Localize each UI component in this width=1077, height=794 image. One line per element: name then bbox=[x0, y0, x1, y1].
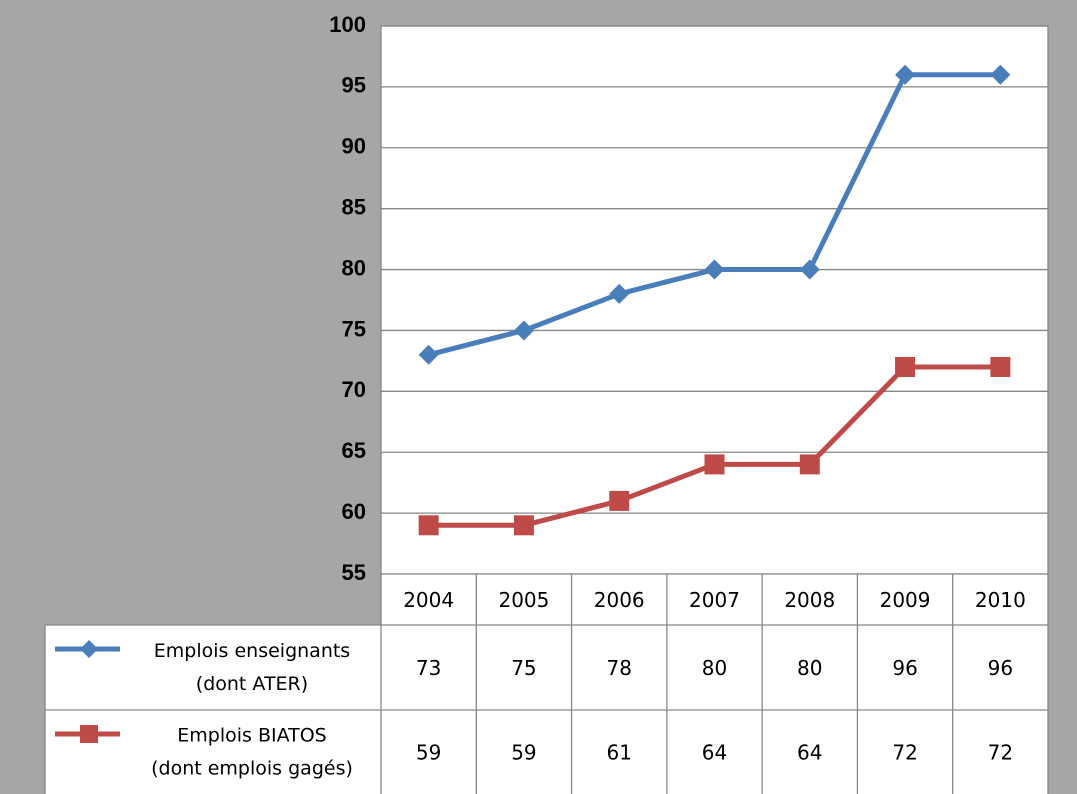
legend-label: (dont emplois gagés) bbox=[151, 758, 353, 780]
data-point bbox=[418, 344, 439, 365]
y-tick-label: 75 bbox=[342, 316, 366, 341]
data-table-background bbox=[381, 574, 1048, 794]
y-tick-label: 100 bbox=[329, 12, 366, 37]
data-point bbox=[895, 64, 916, 85]
data-point bbox=[609, 490, 630, 511]
data-point bbox=[513, 515, 534, 536]
y-tick-label: 85 bbox=[342, 194, 366, 219]
y-tick-label: 55 bbox=[342, 560, 366, 585]
data-table-value: 80 bbox=[797, 656, 822, 680]
data-table-value: 64 bbox=[797, 741, 822, 765]
x-tick-label: 2009 bbox=[880, 588, 931, 612]
data-point bbox=[895, 356, 916, 377]
y-tick-label: 60 bbox=[342, 499, 366, 524]
data-table-value: 61 bbox=[606, 741, 631, 765]
y-tick-label: 90 bbox=[342, 134, 366, 159]
legend-label: (dont ATER) bbox=[196, 673, 308, 695]
plot-area bbox=[381, 26, 1048, 574]
data-table-value: 72 bbox=[892, 741, 917, 765]
data-point bbox=[990, 356, 1011, 377]
data-table-value: 72 bbox=[988, 741, 1013, 765]
x-tick-label: 2006 bbox=[594, 588, 645, 612]
data-table-value: 96 bbox=[892, 656, 917, 680]
data-table-value: 96 bbox=[988, 656, 1013, 680]
y-tick-label: 70 bbox=[342, 377, 366, 402]
y-axis-tick-labels: 55 60 65 70 75 80 85 90 95 100 bbox=[329, 12, 366, 585]
x-tick-label: 2005 bbox=[498, 588, 549, 612]
data-point bbox=[513, 320, 534, 341]
data-table-value: 59 bbox=[511, 741, 536, 765]
legend-label: Emplois enseignants bbox=[154, 640, 350, 662]
data-point bbox=[799, 259, 820, 280]
data-table-value: 73 bbox=[416, 656, 441, 680]
data-table: 2004 2005 2006 2007 2008 2009 2010 Emplois ense… bbox=[44, 573, 1049, 794]
data-point bbox=[704, 454, 725, 475]
data-point bbox=[704, 259, 725, 280]
x-tick-label: 2004 bbox=[403, 588, 454, 612]
data-point bbox=[990, 64, 1011, 85]
y-tick-label: 95 bbox=[342, 73, 366, 98]
data-table-value: 75 bbox=[511, 656, 536, 680]
data-point bbox=[609, 283, 630, 304]
data-table-value: 59 bbox=[416, 741, 441, 765]
data-table-value: 78 bbox=[606, 656, 631, 680]
data-point bbox=[418, 515, 439, 536]
x-tick-label: 2008 bbox=[784, 588, 835, 612]
x-tick-label: 2007 bbox=[689, 588, 740, 612]
data-table-value: 80 bbox=[702, 656, 727, 680]
y-tick-label: 65 bbox=[342, 438, 366, 463]
x-tick-label: 2010 bbox=[975, 588, 1026, 612]
legend-label: Emplois BIATOS bbox=[177, 725, 326, 747]
series-lines bbox=[418, 64, 1011, 536]
data-point bbox=[799, 454, 820, 475]
legend-key-marker bbox=[80, 640, 98, 658]
legend-key-marker bbox=[80, 725, 98, 743]
data-table-value: 64 bbox=[702, 741, 727, 765]
y-tick-label: 80 bbox=[342, 255, 366, 280]
